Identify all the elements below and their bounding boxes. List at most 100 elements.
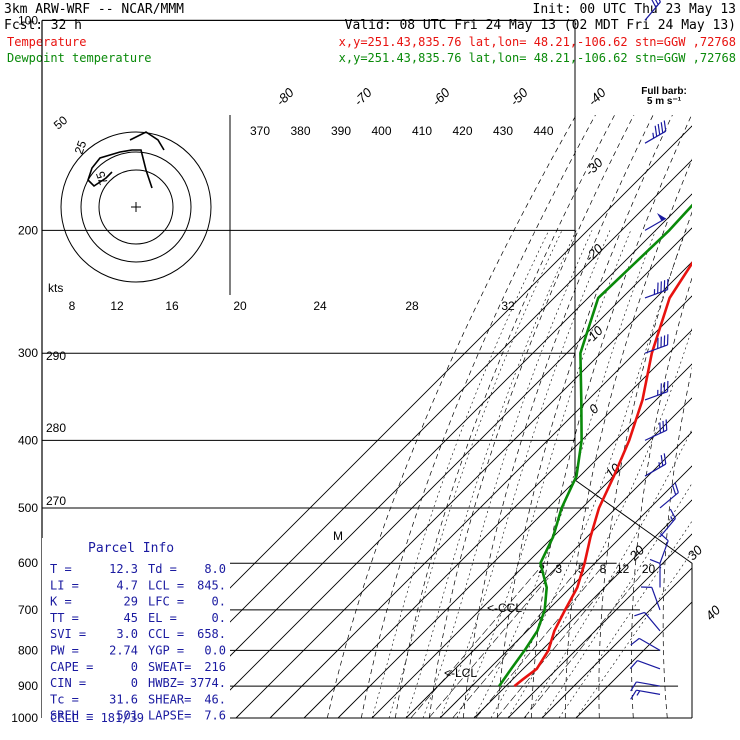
isotherm-top-label: -50	[507, 84, 531, 108]
moist-adiabat-line	[371, 230, 550, 719]
isotherm-right-label: 20	[626, 542, 648, 564]
parcel-field-value: 0	[131, 676, 138, 690]
wind-barb-full	[663, 453, 667, 465]
parcel-field-value: 4.7	[116, 578, 138, 592]
parcel-field-label: YGP =	[148, 644, 184, 658]
wind-barb	[644, 380, 669, 401]
wind-barb-staff	[644, 463, 667, 477]
parcel-field-label: CCL =	[148, 627, 184, 641]
fcst-value: 32 h	[51, 18, 82, 33]
wind-barb-full	[630, 689, 637, 700]
parcel-field-label: LI =	[50, 578, 79, 592]
wind-barb-full	[671, 484, 677, 495]
wind-barb-full	[657, 337, 659, 349]
parcel-field-value: 845.	[197, 578, 226, 592]
isotherm-line	[337, 363, 692, 719]
wind-barb	[629, 659, 661, 670]
parcel-field-label: SWEAT=	[148, 660, 191, 674]
wind-barb-full	[630, 637, 640, 646]
dry-adiabat-line	[662, 366, 692, 719]
dewpoint-location: x,y=251.43,835.76 lat,lon= 48.21,-106.62…	[339, 51, 736, 65]
theta-e-label: 440	[533, 124, 553, 138]
lcl-annotation: <-LCL	[444, 666, 477, 680]
wind-barb-staff	[636, 681, 661, 687]
wind-barb-full	[641, 586, 652, 588]
hodograph-trace	[87, 149, 153, 189]
wind-barb-staff	[644, 217, 667, 231]
isotherm-top-label: -40	[585, 84, 609, 108]
parcel-field-value: 8.0	[204, 562, 226, 576]
parcel-field-value: 0.	[212, 611, 226, 625]
moist-adiabat-line	[507, 327, 692, 719]
theta-e-label: 400	[371, 124, 391, 138]
isotherm-top-label: -70	[351, 84, 375, 108]
wind-barb-full	[660, 336, 662, 348]
hodograph-ring-label: 25	[72, 138, 90, 156]
parcel-field-label: CIN =	[50, 676, 86, 690]
wind-barbs	[629, 0, 679, 700]
pressure-tick-label: 300	[18, 346, 38, 360]
moist-adiabat-line	[524, 428, 692, 719]
speed-label: 28	[405, 299, 419, 313]
parcel-field-value: 45	[124, 611, 138, 625]
init-time: Init: 00 UTC Thu 23 May 13	[533, 2, 737, 17]
wind-barb	[634, 611, 661, 632]
wind-barb	[644, 334, 669, 354]
wind-barb-staff	[644, 391, 668, 401]
wind-barb-full	[674, 482, 679, 493]
moist-adiabat-line	[575, 551, 692, 719]
wind-barb-half	[658, 462, 661, 468]
hodograph-ring	[80, 151, 192, 263]
moist-adiabat-line	[541, 482, 692, 719]
parcel-field-value: 501	[116, 709, 138, 723]
parcel-field-value: 0.	[212, 595, 226, 609]
moist-adiabat-line	[558, 520, 692, 719]
speed-label: 20	[233, 299, 247, 313]
pressure-tick-label: 100	[18, 13, 38, 27]
parcel-field-label: Tc =	[50, 692, 79, 706]
wind-barb-full	[629, 660, 638, 669]
wind-barb-full	[649, 558, 661, 565]
wind-barb-staff	[659, 540, 669, 564]
pressure-tick-label: 400	[18, 433, 38, 447]
parcel-field-label: K =	[50, 595, 72, 609]
parcel-field-value: 29	[124, 595, 138, 609]
speed-label: 16	[165, 299, 179, 313]
mixing-ratio-line	[428, 563, 562, 719]
wind-barb-full	[657, 123, 661, 135]
wind-barb-full	[663, 280, 666, 291]
speed-label: 32	[501, 299, 515, 313]
wind-barb-legend-label: Full barb:	[641, 86, 687, 97]
parcel-field-label: PW =	[50, 644, 79, 658]
parcel-field-value: 658.	[197, 627, 226, 641]
parcel-info-box: Parcel Info T = 12.3 Td = 8.0 LI = 4.7 LCL = 84…	[42, 538, 230, 725]
theta-e-label: 410	[412, 124, 432, 138]
wind-barb-staff	[644, 344, 668, 354]
dry-adiabat-line	[598, 211, 692, 719]
wind-barb-full	[662, 420, 665, 432]
hodograph-ring	[98, 169, 174, 245]
isotherm-right-label: 0	[586, 400, 602, 416]
hodograph-ring-label: 75	[93, 169, 111, 187]
right-frame-line	[574, 20, 693, 718]
wind-barb	[644, 419, 668, 441]
wind-barb-staff	[644, 1, 661, 21]
wind-barb-staff	[644, 612, 661, 632]
speed-label: 24	[313, 299, 327, 313]
wind-barb	[630, 681, 661, 692]
wind-barb	[644, 453, 667, 477]
wind-barb-legend-unit: 5 m s⁻¹	[647, 96, 682, 107]
dry-adiabat-line	[360, 115, 596, 719]
wind-barb-full	[666, 380, 669, 392]
parcel-field-value: 7.6	[204, 709, 226, 723]
wind-barb-full	[659, 422, 662, 434]
parcel-field-value: 46.	[204, 692, 226, 706]
wind-barb-half	[653, 289, 656, 295]
wind-barb-full	[660, 122, 664, 134]
moist-adiabat-line	[422, 230, 593, 719]
isotherm-right-label: -30	[582, 154, 606, 178]
wind-barb-staff	[659, 518, 676, 538]
isotherm-right-label: -20	[582, 240, 606, 264]
wind-barb-staff	[636, 689, 661, 695]
